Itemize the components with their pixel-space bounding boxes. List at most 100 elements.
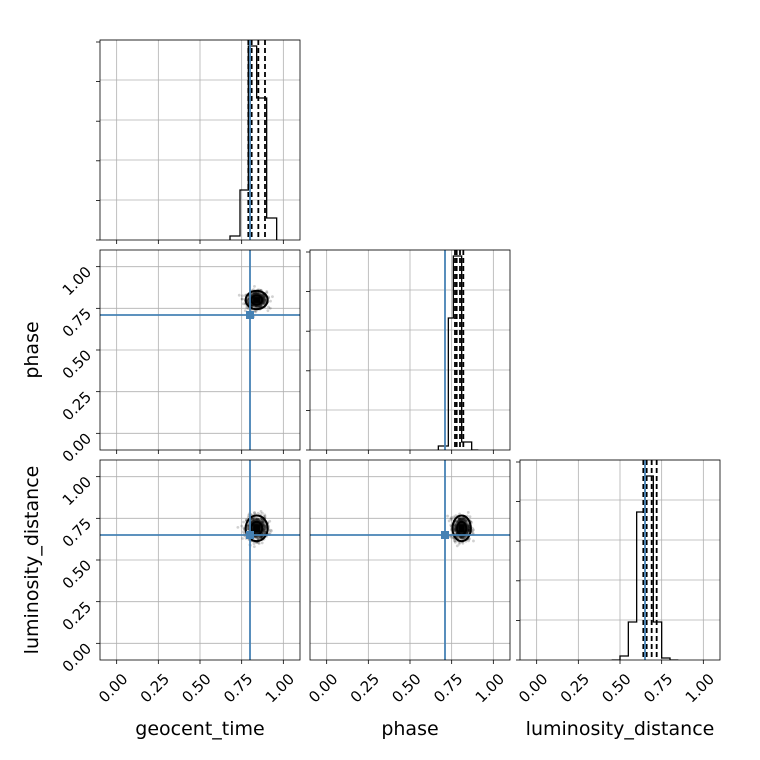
- scatter-point: [462, 517, 466, 520]
- x-tick-label: 0.50: [178, 670, 214, 706]
- panel-geocent_time-vs-luminosity_distance: 0.00 0.25 0.50 0.75 1.000.000.250.500.751.00: [59, 459, 301, 706]
- scatter-point: [241, 537, 244, 540]
- contour-inner: [250, 294, 264, 306]
- scatter-point: [472, 528, 475, 532]
- scatter-point: [240, 297, 244, 301]
- ylabel-luminosity_distance: luminosity_distance: [21, 466, 43, 655]
- scatter-point: [266, 309, 270, 313]
- x-tick-label: 0.00: [515, 670, 551, 706]
- scatter-point: [259, 509, 263, 513]
- x-tick-label: 0.25: [557, 670, 593, 706]
- scatter-point: [242, 530, 245, 534]
- scatter-point: [252, 545, 256, 549]
- y-tick-label: 1.00: [59, 263, 95, 299]
- scatter-point: [245, 306, 249, 310]
- scatter-point: [460, 516, 464, 520]
- y-tick-label: 0.50: [59, 556, 95, 592]
- scatter-point: [270, 529, 273, 533]
- scatter-point: [253, 309, 257, 313]
- scatter-point: [242, 526, 246, 530]
- scatter-point: [251, 517, 254, 521]
- scatter-point: [242, 302, 245, 306]
- density-peak: [458, 524, 465, 533]
- x-tick-label: 0.50: [598, 670, 634, 706]
- scatter-point: [457, 542, 461, 546]
- scatter-point: [458, 512, 461, 516]
- scatter-point: [453, 540, 457, 544]
- scatter-point: [236, 526, 240, 529]
- panel-phase-hist: [306, 249, 511, 454]
- scatter-point: [237, 293, 241, 297]
- scatter-point: [253, 309, 257, 313]
- scatter-point: [454, 514, 458, 518]
- scatter-point: [260, 541, 264, 545]
- panel-luminosity_distance-hist: 0.00 0.25 0.50 0.75 1.00: [515, 459, 721, 706]
- scatter-point: [450, 517, 453, 521]
- scatter-point: [471, 529, 474, 533]
- scatter-point: [264, 297, 268, 301]
- grid-lines: [100, 460, 300, 660]
- x-tick-label: 1.00: [472, 670, 508, 706]
- scatter-point: [261, 518, 264, 522]
- grid-lines: [100, 39, 300, 240]
- panel-phase-vs-luminosity_distance: 0.00 0.25 0.50 0.75 1.00: [305, 459, 511, 706]
- y-tick-label: 0.25: [59, 388, 95, 424]
- scatter-point: [264, 297, 267, 301]
- scatter-point: [472, 539, 475, 543]
- scatter-point: [471, 527, 475, 530]
- scatter-point: [452, 527, 456, 531]
- contour-outer: [244, 514, 269, 543]
- scatter-point: [264, 529, 267, 533]
- x-tick-label: 0.00: [305, 670, 341, 706]
- scatter-point: [259, 536, 262, 540]
- scatter-point: [264, 525, 267, 529]
- xlabel-phase: phase: [381, 718, 438, 740]
- scatter-point: [466, 511, 470, 514]
- x-tick-label: 0.75: [220, 670, 256, 706]
- x-tick-label: 0.75: [640, 670, 676, 706]
- x-tick-label: 0.00: [95, 670, 131, 706]
- density-peak: [253, 297, 261, 303]
- scatter-point: [253, 284, 256, 288]
- scatter-point: [446, 514, 449, 518]
- scatter-point: [468, 537, 471, 541]
- scatter-point: [268, 306, 272, 310]
- grid-lines: [100, 250, 300, 450]
- panel-geocent_time-vs-phase: 0.00 0.25 0.50 0.75 1.00: [59, 249, 301, 466]
- scatter-point: [458, 516, 462, 520]
- x-tick-label: 0.25: [347, 670, 383, 706]
- scatter-point: [257, 536, 260, 540]
- truth-point: [246, 311, 254, 319]
- scatter-point: [240, 297, 244, 301]
- x-tick-label: 0.25: [137, 670, 173, 706]
- scatter-point: [447, 519, 451, 523]
- scatter-point: [263, 531, 267, 534]
- x-tick-label: 0.50: [388, 670, 424, 706]
- scatter-point: [246, 297, 250, 300]
- density-peak: [253, 524, 261, 533]
- scatter-point: [252, 542, 256, 545]
- y-tick-label: 0.00: [59, 640, 95, 676]
- y-tick-label: 0.00: [59, 430, 95, 466]
- scatter-point: [252, 511, 256, 515]
- y-tick-label: 0.50: [59, 346, 95, 382]
- xlabel-luminosity_distance: luminosity_distance: [526, 718, 715, 740]
- scatter-point: [268, 519, 272, 523]
- contour-outer: [244, 289, 269, 311]
- scatter-point: [453, 539, 456, 543]
- truth-point: [441, 531, 449, 539]
- scatter-point: [269, 299, 272, 303]
- x-tick-label: 1.00: [262, 670, 298, 706]
- scatter-point: [462, 517, 466, 520]
- scatter-point: [254, 310, 258, 314]
- xlabel-geocent_time: geocent_time: [135, 718, 264, 740]
- scatter-point: [455, 544, 459, 548]
- scatter-point: [453, 539, 457, 543]
- scatter-point: [260, 535, 264, 539]
- grid-lines: [520, 459, 720, 660]
- scatter-point: [468, 515, 472, 518]
- scatter-point: [268, 531, 272, 534]
- scatter-point: [255, 537, 259, 541]
- scatter-point: [459, 537, 463, 541]
